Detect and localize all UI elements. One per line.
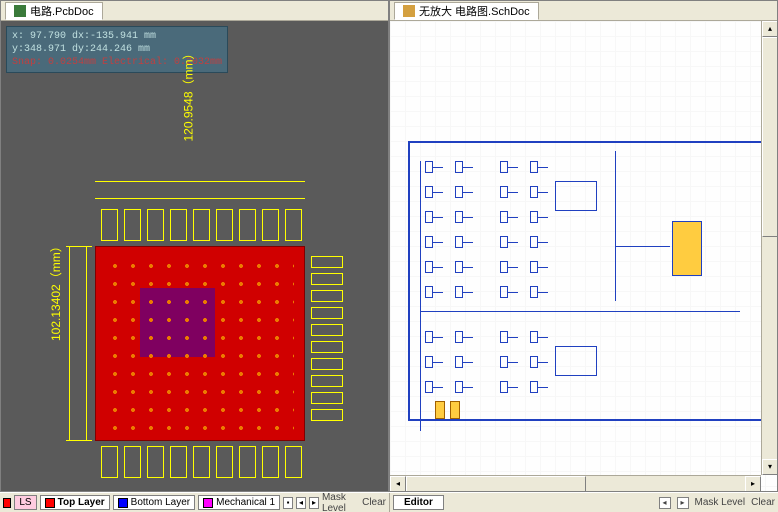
pads-right xyxy=(311,256,343,421)
pcb-canvas[interactable]: x: 97.790 dx:-135.941 mm y:348.971 dy:24… xyxy=(1,21,388,491)
sch-ic-1[interactable] xyxy=(555,181,597,211)
sch-doc-tab[interactable]: 无放大 电路图.SchDoc xyxy=(394,2,539,20)
scroll-down-btn[interactable]: ▾ xyxy=(762,459,777,475)
layer-bottom-label: Bottom Layer xyxy=(131,497,190,508)
nav-next-icon[interactable]: ▸ xyxy=(677,497,689,509)
main-split: 电路.PcbDoc x: 97.790 dx:-135.941 mm y:348… xyxy=(0,0,778,492)
pcb-doc-icon xyxy=(14,5,26,17)
clear-label[interactable]: Clear xyxy=(362,497,386,508)
editor-tabs: Editor ◂ ▸ Mask Level Clear xyxy=(389,493,778,512)
pcb-doc-label: 电路.PcbDoc xyxy=(30,3,94,19)
nav-prev-icon[interactable]: ◂ xyxy=(659,497,671,509)
dimension-vertical-label: 102.13402（mm） xyxy=(47,240,64,341)
layer-mech1-swatch xyxy=(203,498,213,508)
sch-wire-h2 xyxy=(420,311,740,312)
mask-controls-right: ◂ ▸ Mask Level Clear xyxy=(659,497,775,509)
mask-level-label[interactable]: Mask Level xyxy=(322,493,356,512)
sch-tabbar: 无放大 电路图.SchDoc xyxy=(390,1,777,21)
sch-wire-h1 xyxy=(615,246,670,247)
layer-top-label: Top Layer xyxy=(58,497,105,508)
mask-level-label-r[interactable]: Mask Level xyxy=(695,497,746,508)
sch-bus-left xyxy=(420,161,421,431)
layer-top-swatch xyxy=(45,498,55,508)
sch-vscrollbar[interactable]: ▴ ▾ xyxy=(761,21,777,475)
layer-mech1[interactable]: Mechanical 1 xyxy=(198,495,280,510)
pads-top xyxy=(101,209,302,241)
pcb-tabbar: 电路.PcbDoc xyxy=(1,1,388,21)
sch-hscroll-thumb[interactable] xyxy=(406,476,586,491)
sch-doc-label: 无放大 电路图.SchDoc xyxy=(419,3,530,19)
current-layer-swatch[interactable] xyxy=(3,498,11,508)
sch-canvas[interactable]: ▴ ▾ ◂ ▸ xyxy=(390,21,777,491)
ls-button[interactable]: LS xyxy=(14,495,36,510)
sch-ic-2[interactable] xyxy=(555,346,597,376)
editor-tab[interactable]: Editor xyxy=(393,495,444,510)
sch-hscrollbar[interactable]: ◂ ▸ xyxy=(390,475,761,491)
dimension-vertical-arrow xyxy=(69,246,87,441)
sch-bus-mid xyxy=(615,151,616,301)
layer-bottom-swatch xyxy=(118,498,128,508)
pads-bottom xyxy=(101,446,302,478)
dimension-horizontal-label: 120.9548（mm） xyxy=(180,47,197,141)
pcb-board[interactable] xyxy=(95,246,305,441)
layer-top[interactable]: Top Layer xyxy=(40,495,110,510)
clear-label-r[interactable]: Clear xyxy=(751,497,775,508)
layer-mech1-label: Mechanical 1 xyxy=(216,497,275,508)
mask-controls-left: Mask Level Clear xyxy=(322,493,386,512)
scroll-left-btn[interactable]: ◂ xyxy=(390,476,406,491)
scroll-right-btn[interactable]: ▸ xyxy=(745,476,761,491)
sch-vscroll-thumb[interactable] xyxy=(762,37,777,237)
sch-doc-icon xyxy=(403,5,415,17)
hud-line-x: x: 97.790 dx:-135.941 mm xyxy=(12,30,222,43)
sch-block-1[interactable] xyxy=(435,401,445,419)
sch-ic-main[interactable] xyxy=(672,221,702,276)
layer-nav-next-icon[interactable]: ▸ xyxy=(309,497,319,509)
dimension-horizontal-arrow xyxy=(95,181,305,199)
schematic-panel: 无放大 电路图.SchDoc ▴ ▾ xyxy=(389,0,778,492)
layer-bottom[interactable]: Bottom Layer xyxy=(113,495,195,510)
layer-nav-prev-icon[interactable]: ◂ xyxy=(296,497,306,509)
scroll-up-btn[interactable]: ▴ xyxy=(762,21,777,37)
layer-tabs: LS Top Layer Bottom Layer Mechanical 1 ▪… xyxy=(0,493,389,512)
footer-bar: LS Top Layer Bottom Layer Mechanical 1 ▪… xyxy=(0,492,778,512)
sch-block-2[interactable] xyxy=(450,401,460,419)
pcb-panel: 电路.PcbDoc x: 97.790 dx:-135.941 mm y:348… xyxy=(0,0,389,492)
pcb-doc-tab[interactable]: 电路.PcbDoc xyxy=(5,2,103,20)
layer-more-icon[interactable]: ▪ xyxy=(283,497,293,509)
